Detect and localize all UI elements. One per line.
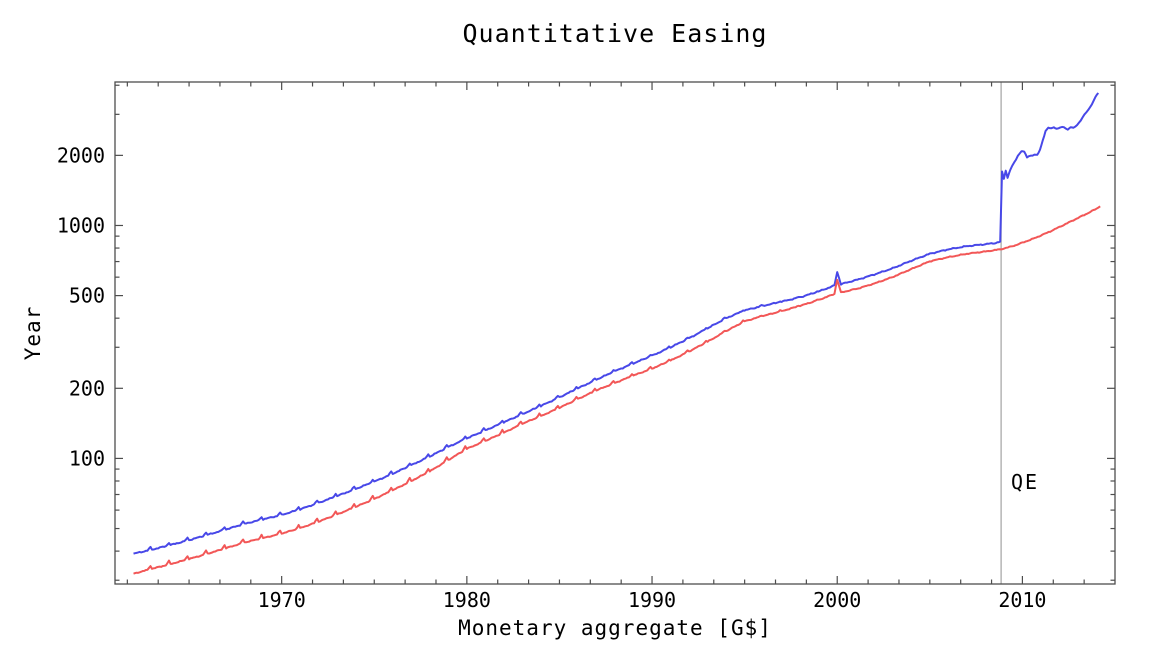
currency-red-line <box>133 205 1101 575</box>
x-tick-label: 2010 <box>998 588 1046 612</box>
qe-annotation: QE <box>1011 470 1040 494</box>
x-tick-label: 1980 <box>443 588 491 612</box>
monetary-base-blue-line <box>133 92 1100 555</box>
x-tick-label: 1970 <box>258 588 306 612</box>
y-tick-label: 1000 <box>57 213 105 237</box>
x-tick-label: 1990 <box>628 588 676 612</box>
y-tick-label: 2000 <box>57 143 105 167</box>
plot-frame <box>114 81 1116 585</box>
chart-title: Quantitative Easing <box>462 19 768 48</box>
x-tick-label: 2000 <box>813 588 861 612</box>
y-tick-label: 100 <box>69 446 105 470</box>
y-tick-label: 200 <box>69 376 105 400</box>
y-tick-label: 500 <box>69 284 105 308</box>
x-axis-label: Monetary aggregate [G$] <box>458 616 772 640</box>
y-axis-label: Year <box>21 305 45 361</box>
